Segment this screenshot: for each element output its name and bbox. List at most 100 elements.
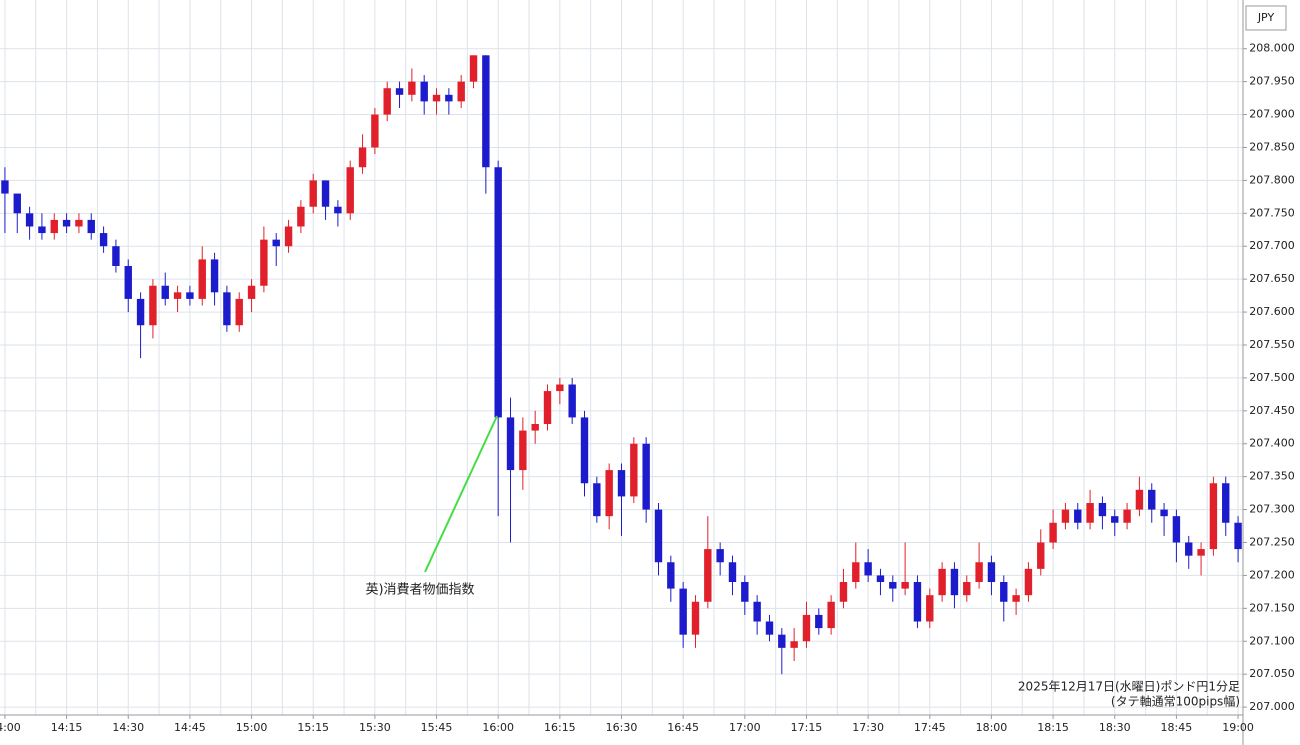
y-tick-label: 207.700 [1249, 239, 1295, 252]
candle-body [112, 246, 120, 266]
candle-body [62, 219, 71, 227]
annotation-line [424, 415, 498, 573]
candle-body [1111, 516, 1119, 523]
candle-body [753, 601, 761, 622]
y-tick-label: 207.350 [1249, 470, 1295, 483]
candle-body [260, 239, 268, 286]
candle-body [173, 292, 182, 299]
candle-body [1086, 503, 1094, 523]
candle-body [531, 423, 539, 431]
candle-body [630, 443, 638, 497]
candle-body [1037, 542, 1045, 569]
x-tick-label: 14:00 [0, 721, 21, 734]
y-tick-label: 207.300 [1249, 503, 1295, 516]
x-tick-label: 17:00 [729, 721, 761, 734]
y-tick-label: 207.750 [1249, 206, 1295, 219]
currency-box [1245, 5, 1287, 31]
x-tick-label: 14:45 [174, 721, 206, 734]
candle-body [99, 233, 108, 247]
candle-body [432, 94, 441, 102]
candle-body [371, 114, 379, 148]
candle-body [815, 614, 823, 629]
candle-body [987, 562, 996, 583]
x-tick-label: 16:30 [606, 721, 638, 734]
y-tick-label: 207.150 [1249, 601, 1295, 614]
y-tick-label: 207.950 [1249, 75, 1295, 88]
candle-body [1172, 516, 1181, 543]
x-tick-label: 18:45 [1161, 721, 1193, 734]
x-tick-label: 19:00 [1222, 721, 1254, 734]
candle-body [1222, 483, 1230, 523]
candle-body [186, 292, 194, 299]
candle-body [358, 147, 367, 168]
y-tick-label: 207.050 [1249, 667, 1295, 680]
x-tick-label: 17:30 [852, 721, 884, 734]
candle-body [852, 562, 860, 583]
x-tick-label: 17:15 [791, 721, 823, 734]
x-tick-label: 14:15 [51, 721, 83, 734]
candle-body [482, 55, 490, 168]
candle-body [506, 417, 515, 471]
candle-body [1098, 503, 1107, 517]
candle-body [161, 285, 169, 299]
candle-body [124, 265, 132, 299]
candle-body [839, 582, 848, 602]
candle-body [679, 588, 687, 635]
candle-body [913, 582, 922, 622]
candle-body [716, 549, 724, 563]
x-tick-label: 18:00 [976, 721, 1008, 734]
candle-body [334, 206, 342, 214]
grid [0, 0, 1243, 715]
candle-body [593, 483, 601, 517]
note-title: 2025年12月17日(水曜日)ポンド円1分足 [1018, 680, 1240, 694]
candle-body [938, 568, 946, 596]
x-tick-label: 16:45 [667, 721, 699, 734]
candle-body [210, 259, 219, 293]
candle-body [667, 562, 675, 589]
x-tick-label: 15:30 [359, 721, 391, 734]
candle-body [1135, 489, 1144, 510]
x-tick-label: 17:45 [914, 721, 946, 734]
candle-body [691, 601, 700, 635]
candle-body [617, 470, 626, 497]
candle-body [408, 81, 416, 95]
x-tick-label: 14:30 [112, 721, 144, 734]
candle-body [605, 470, 613, 517]
candle-body [926, 595, 934, 622]
candle-body [1148, 489, 1156, 510]
candle-body [1012, 595, 1020, 602]
candle-body [1061, 509, 1070, 523]
y-tick-label: 207.800 [1249, 173, 1295, 186]
candle-body [1074, 509, 1082, 523]
x-tick-label: 16:15 [544, 721, 576, 734]
y-tick-label: 207.000 [1249, 700, 1295, 713]
candle-body [728, 562, 737, 583]
x-tick-label: 15:15 [297, 721, 329, 734]
candle-body [876, 575, 885, 583]
candle-body [778, 634, 786, 648]
y-tick-label: 207.200 [1249, 568, 1295, 581]
candle-body [136, 298, 145, 326]
candle-body [519, 430, 527, 471]
candle-body [346, 167, 354, 214]
y-tick-label: 207.100 [1249, 634, 1295, 647]
candle-body [75, 219, 83, 227]
candle-body [309, 180, 317, 207]
candle-body [1234, 522, 1242, 550]
candle-body [38, 226, 46, 234]
candle-body [802, 614, 811, 642]
x-tick-label: 15:00 [236, 721, 268, 734]
x-tick-label: 16:00 [482, 721, 514, 734]
y-tick-label: 207.850 [1249, 140, 1295, 153]
candle-body [642, 443, 650, 510]
candle-body [1123, 509, 1131, 523]
candle-body [457, 81, 465, 102]
candle-body [445, 94, 453, 102]
y-tick-label: 207.250 [1249, 536, 1295, 549]
candle-body [950, 568, 959, 596]
x-tick-label: 15:45 [421, 721, 453, 734]
candle-body [765, 621, 774, 635]
candle-body [654, 509, 663, 563]
y-tick-label: 207.550 [1249, 338, 1295, 351]
candle-body [1, 180, 9, 194]
